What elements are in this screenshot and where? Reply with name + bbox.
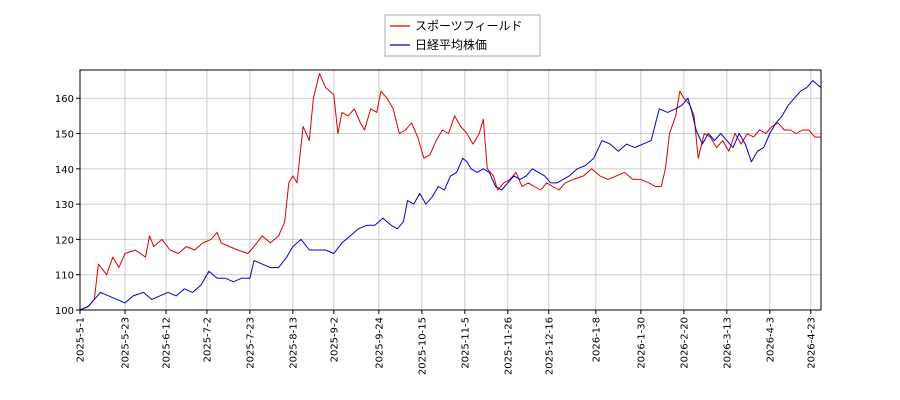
x-tick-label: 2026-2-20 <box>679 317 690 369</box>
series-line-0 <box>79 73 821 311</box>
y-tick-label: 110 <box>55 271 74 282</box>
x-tick-label: 2025-7-23 <box>245 317 256 369</box>
legend: スポーツフィールド 日経平均株価 <box>384 14 541 57</box>
x-tick-label: 2026-1-8 <box>591 317 602 362</box>
x-tick-label: 2026-1-30 <box>636 317 647 369</box>
x-tick-label: 2026-4-3 <box>765 317 776 362</box>
x-tick-label: 2025-11-5 <box>460 317 471 369</box>
x-tick-label: 2025-9-2 <box>329 317 340 362</box>
legend-label-series-1: 日経平均株価 <box>415 37 487 52</box>
x-tick-label: 2026-4-23 <box>806 317 817 369</box>
legend-label-series-0: スポーツフィールド <box>415 19 523 33</box>
x-axis: 2025-5-1 2025-5-23 2025-6-12 2025-7-2 2025-7… <box>76 310 817 375</box>
series-layer <box>79 73 822 311</box>
y-axis: 100 110 120 130 140 150 160 <box>55 94 80 317</box>
x-tick-label: 2025-9-24 <box>374 317 385 369</box>
y-tick-label: 100 <box>55 306 74 317</box>
x-tick-label: 2025-5-23 <box>121 317 132 369</box>
x-tick-label: 2025-8-13 <box>288 317 299 369</box>
y-tick-label: 160 <box>55 94 74 105</box>
x-tick-label: 2025-10-15 <box>417 317 428 375</box>
plot-frame <box>79 69 822 311</box>
y-tick-label: 140 <box>55 165 74 176</box>
legend-box <box>384 14 541 57</box>
x-tick-label: 2026-3-13 <box>722 317 733 369</box>
x-tick-label: 2025-7-2 <box>202 317 213 362</box>
x-tick-label: 2025-11-26 <box>503 317 514 375</box>
y-tick-label: 150 <box>55 130 74 141</box>
grid <box>79 70 821 311</box>
x-tick-label: 2025-12-16 <box>544 317 555 375</box>
y-tick-label: 130 <box>55 200 74 211</box>
x-tick-label: 2025-5-1 <box>76 317 87 362</box>
series-line-1 <box>79 80 822 311</box>
y-tick-label: 120 <box>55 235 74 246</box>
x-tick-label: 2025-6-12 <box>161 317 172 369</box>
